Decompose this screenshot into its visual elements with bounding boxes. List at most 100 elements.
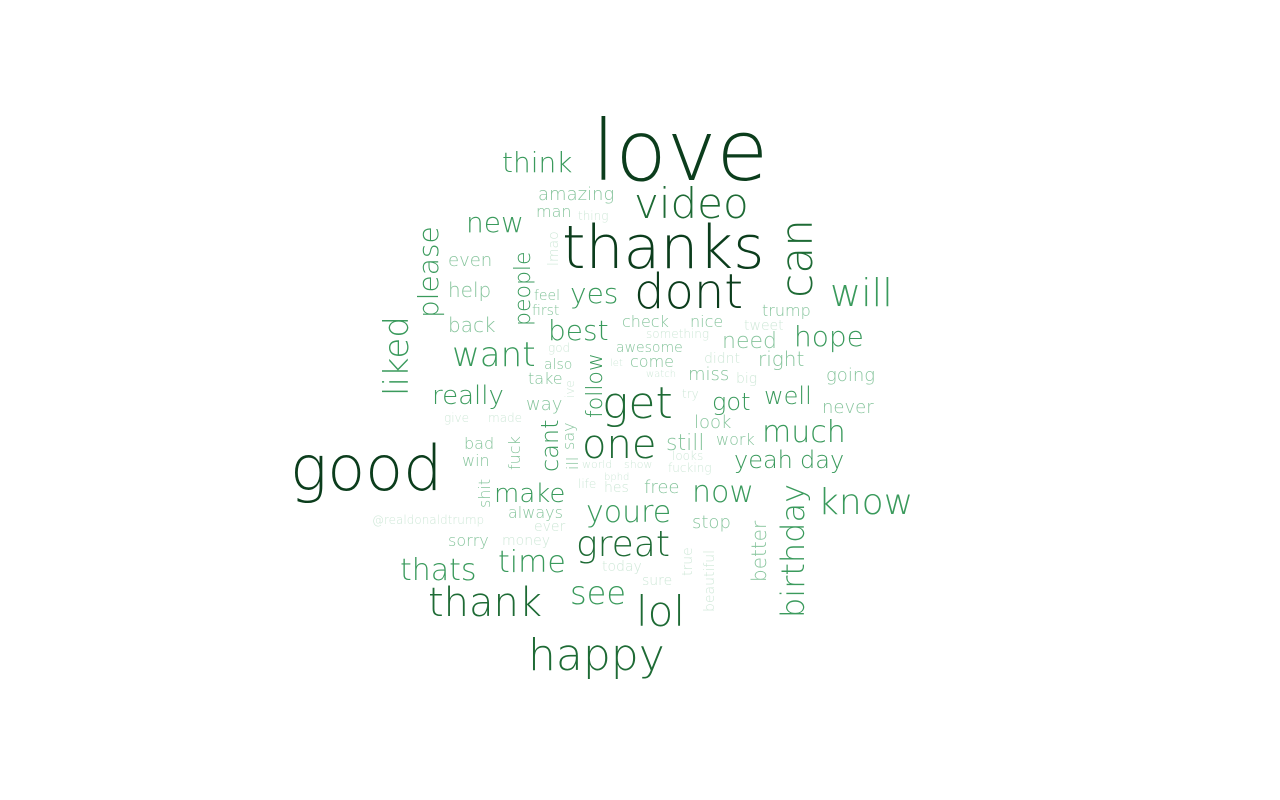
word-realdonaldtrump: @realdonaldtrump (372, 513, 484, 527)
word-get: get (602, 378, 673, 429)
word-also: also (544, 357, 572, 373)
word-come: come (630, 352, 674, 371)
word-sure: sure (642, 573, 672, 589)
word-will: will (830, 271, 893, 315)
word-dont: dont (634, 264, 743, 320)
word-money: money (502, 533, 550, 549)
word-stop: stop (692, 512, 731, 533)
word-amazing: amazing (538, 184, 614, 205)
word-god: god (548, 341, 570, 355)
word-nice: nice (690, 312, 723, 331)
word-fucking: fucking (668, 461, 712, 475)
word-always: always (508, 503, 563, 522)
word-miss: miss (688, 364, 729, 385)
word-better: better (747, 520, 771, 582)
word-cant: cant (536, 419, 564, 472)
word-look: look (694, 412, 731, 433)
word-thing: thing (578, 209, 608, 223)
word-never: never (822, 397, 874, 418)
word-way: way (526, 394, 562, 415)
word-didnt: didnt (704, 351, 740, 367)
word-free: free (644, 477, 680, 498)
word-day: day (800, 446, 844, 474)
word-follow: follow (583, 353, 608, 418)
word-man: man (536, 202, 572, 221)
word-watch: watch (646, 369, 676, 380)
word-thanks: thanks (562, 213, 764, 283)
word-yeah: yeah (734, 446, 793, 474)
word-feel: feel (534, 288, 560, 304)
word-got: got (712, 388, 751, 416)
word-something: something (646, 327, 709, 341)
word-beautiful: beautiful (702, 550, 718, 612)
word-life: life (578, 477, 596, 491)
word-thats: thats (400, 553, 477, 588)
word-now: now (692, 475, 754, 510)
word-made: made (488, 411, 522, 425)
word-show: show (624, 458, 652, 471)
word-new: new (466, 206, 524, 239)
word-first: first (532, 303, 559, 319)
word-hope: hope (794, 320, 864, 353)
word-even: even (448, 250, 492, 271)
word-lol: lol (636, 587, 685, 636)
word-awesome: awesome (616, 340, 683, 356)
word-right: right (758, 347, 804, 371)
word-true: true (680, 547, 696, 576)
word-back: back (448, 313, 496, 337)
word-think: think (502, 146, 572, 179)
word-try: try (682, 387, 699, 401)
word-world: world (582, 458, 612, 471)
word-youre: youre (586, 495, 671, 530)
word-bphd: bphd (604, 472, 629, 483)
word-please: please (412, 226, 445, 318)
word-today: today (602, 559, 642, 575)
word-help: help (448, 278, 491, 302)
word-want: want (452, 335, 536, 375)
word-thank: thank (428, 580, 542, 626)
word-people: people (511, 251, 536, 326)
word-need: need (722, 329, 777, 354)
word-make: make (494, 479, 565, 509)
word-one: one (582, 422, 656, 468)
word-give: give (444, 411, 469, 425)
word-big: big (736, 371, 757, 387)
word-win: win (462, 451, 490, 470)
word-great: great (576, 524, 670, 565)
word-can: can (772, 219, 823, 298)
word-best: best (548, 314, 609, 347)
word-time: time (498, 545, 566, 580)
word-video: video (634, 179, 749, 228)
word-lmao: lmao (546, 231, 562, 266)
word-looks: looks (672, 449, 703, 463)
word-hes: hes (604, 480, 629, 496)
word-bad: bad (464, 434, 494, 453)
word-good: good (290, 432, 442, 505)
word-tweet: tweet (744, 318, 784, 334)
word-check: check (622, 312, 669, 331)
word-well: well (764, 382, 812, 410)
word-happy: happy (528, 630, 665, 681)
word-fuck: fuck (505, 436, 524, 470)
word-work: work (716, 430, 755, 449)
word-birthday: birthday (774, 484, 812, 618)
word-much: much (762, 415, 846, 450)
word-liked: liked (377, 316, 417, 396)
word-really: really (432, 381, 504, 411)
word-ever: ever (534, 519, 566, 535)
word-sorry: sorry (448, 531, 489, 550)
word-yes: yes (570, 277, 618, 310)
word-ill: ill (563, 457, 582, 470)
word-know: know (818, 482, 913, 523)
word-ive: ive (563, 380, 577, 398)
word-going: going (826, 365, 875, 386)
word-say: say (559, 422, 578, 450)
word-trump: trump (762, 301, 811, 320)
word-still: still (666, 431, 704, 456)
word-take: take (528, 369, 563, 388)
word-let: let (610, 358, 623, 369)
word-see: see (570, 574, 626, 612)
word-love: love (592, 102, 768, 200)
